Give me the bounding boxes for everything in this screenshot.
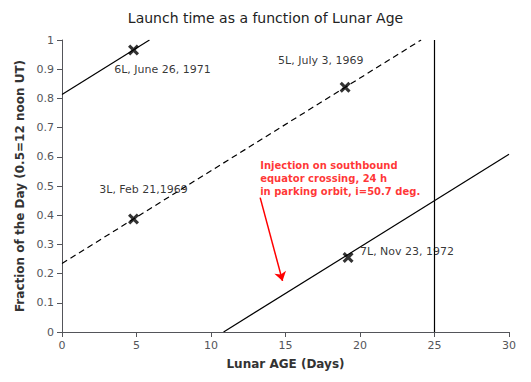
svg-text:0.6: 0.6 — [37, 150, 55, 163]
svg-text:7L, Nov 23, 1972: 7L, Nov 23, 1972 — [360, 245, 454, 258]
svg-text:0.5: 0.5 — [37, 180, 55, 193]
svg-text:6L, June 26, 1971: 6L, June 26, 1971 — [114, 63, 211, 76]
svg-text:25: 25 — [428, 339, 442, 352]
svg-text:0.3: 0.3 — [37, 238, 55, 251]
svg-text:5: 5 — [133, 339, 140, 352]
svg-text:Injection on southbound: Injection on southbound — [260, 160, 397, 171]
svg-text:10: 10 — [204, 339, 218, 352]
svg-text:in parking orbit, i=50.7 deg.: in parking orbit, i=50.7 deg. — [260, 186, 420, 197]
svg-text:5L, July 3, 1969: 5L, July 3, 1969 — [278, 54, 363, 67]
svg-text:0.1: 0.1 — [37, 296, 55, 309]
svg-text:Fraction of the Day (0.5=12 no: Fraction of the Day (0.5=12 noon UT) — [13, 60, 27, 312]
svg-text:0.7: 0.7 — [37, 121, 55, 134]
svg-text:0: 0 — [47, 326, 54, 339]
svg-text:3L, Feb 21,1969: 3L, Feb 21,1969 — [99, 183, 188, 196]
svg-text:20: 20 — [353, 339, 367, 352]
svg-text:equator crossing, 24 h: equator crossing, 24 h — [260, 173, 387, 184]
svg-text:15: 15 — [279, 339, 293, 352]
svg-text:0.2: 0.2 — [37, 267, 55, 280]
svg-text:Lunar AGE (Days): Lunar AGE (Days) — [226, 357, 344, 371]
svg-text:1: 1 — [47, 34, 54, 47]
svg-text:30: 30 — [502, 339, 516, 352]
svg-text:0.8: 0.8 — [37, 92, 55, 105]
svg-text:Launch time as a function of L: Launch time as a function of Lunar Age — [128, 10, 403, 26]
svg-text:0.9: 0.9 — [37, 63, 55, 76]
svg-text:0: 0 — [59, 339, 66, 352]
svg-text:0.4: 0.4 — [37, 209, 55, 222]
